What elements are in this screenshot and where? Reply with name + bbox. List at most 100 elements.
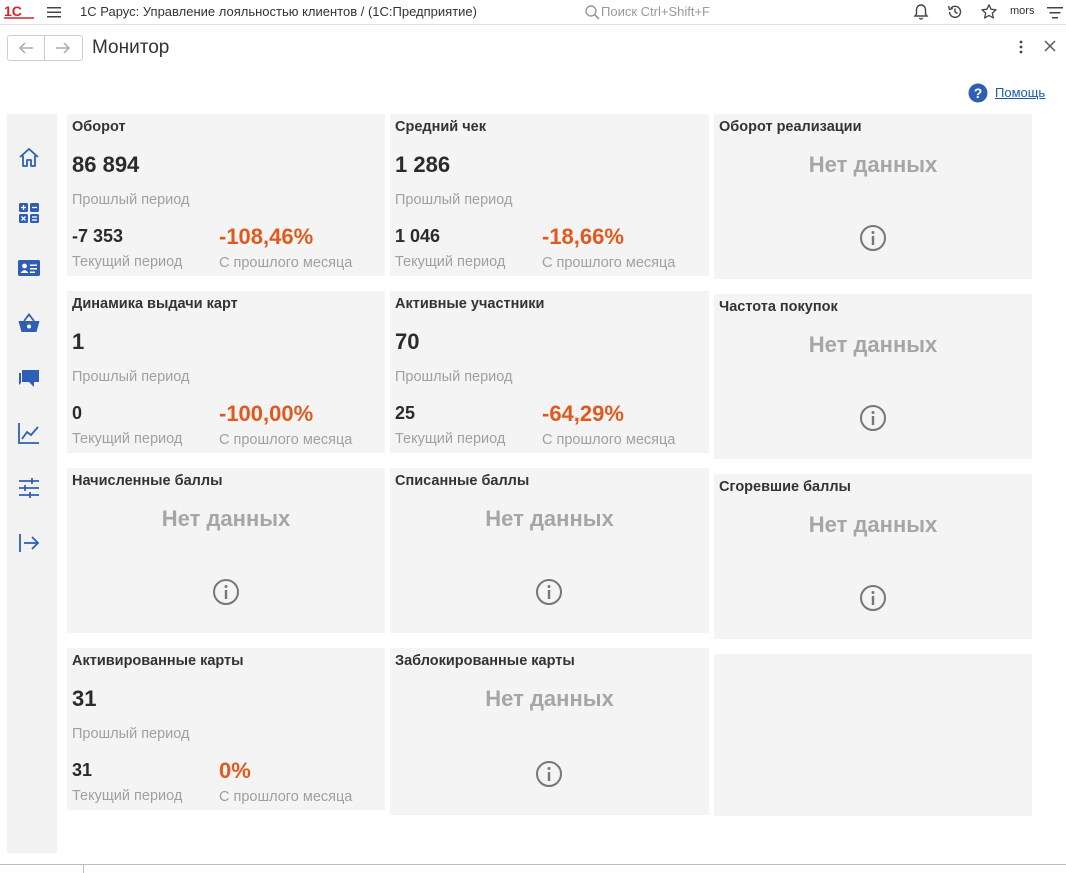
history-icon[interactable] [946, 3, 964, 21]
current-period-label: Текущий период [72, 788, 183, 804]
back-button[interactable] [8, 36, 45, 60]
star-favorites-icon[interactable] [980, 3, 998, 21]
tile-title: Средний чек [395, 119, 486, 135]
tile-expired-points[interactable]: Сгоревшие баллы Нет данных [714, 474, 1032, 639]
app-title: 1С Рарус: Управление лояльностью клиенто… [80, 4, 477, 19]
global-search[interactable] [584, 2, 784, 20]
tile-title: Активированные карты [72, 653, 244, 669]
no-data-label: Нет данных [808, 512, 938, 537]
previous-period-label: Прошлый период [72, 369, 190, 385]
tile-title: Начисленные баллы [72, 473, 223, 489]
arrow-right-icon [56, 42, 71, 54]
change-percent: -100,00% [219, 401, 314, 426]
previous-period-label: Прошлый период [395, 369, 513, 385]
change-percent: -64,29% [542, 401, 624, 426]
change-label: С прошлого месяца [219, 255, 353, 271]
search-icon [585, 5, 600, 20]
current-period-value: 25 [395, 403, 416, 423]
tile-title: Динамика выдачи карт [72, 296, 238, 312]
previous-period-label: Прошлый период [72, 192, 190, 208]
change-percent: -18,66% [542, 224, 624, 249]
tile-title: Сгоревшие баллы [719, 479, 851, 495]
bell-icon[interactable] [912, 3, 930, 21]
current-period-label: Текущий период [395, 254, 506, 270]
change-label: С прошлого месяца [542, 255, 676, 271]
tile-title: Оборот [72, 119, 126, 135]
tile-activated-cards[interactable]: Активированные карты 31 Прошлый период 3… [67, 648, 385, 810]
tile-sales-turnover[interactable]: Оборот реализации Нет данных [714, 114, 1032, 279]
tile-title: Списанные баллы [395, 473, 530, 489]
tile-active-members[interactable]: Активные участники 70 Прошлый период 25 … [390, 291, 709, 453]
info-icon[interactable] [535, 760, 563, 788]
tile-written-off-points[interactable]: Списанные баллы Нет данных [390, 468, 709, 633]
more-vertical-icon[interactable] [1013, 38, 1029, 56]
info-icon[interactable] [859, 404, 887, 432]
previous-period-label: Прошлый период [72, 726, 190, 742]
change-percent: -108,46% [219, 224, 314, 249]
previous-period-value: 1 286 [395, 152, 451, 177]
help-question-icon[interactable]: ? [968, 83, 988, 103]
current-period-label: Текущий период [395, 431, 506, 447]
search-input[interactable] [601, 2, 781, 20]
navigation-buttons [7, 35, 83, 61]
sidebar [7, 114, 57, 853]
current-period-value: 0 [72, 403, 83, 423]
apps-calculator-icon[interactable] [17, 201, 41, 225]
change-label: С прошлого месяца [219, 432, 353, 448]
info-icon[interactable] [212, 578, 240, 606]
current-period-value: 1 046 [395, 226, 441, 246]
close-icon[interactable] [1043, 39, 1057, 53]
previous-period-value: 86 894 [72, 152, 140, 177]
tile-empty [714, 654, 1032, 816]
tile-accrued-points[interactable]: Начисленные баллы Нет данных [67, 468, 385, 633]
contact-card-icon[interactable] [17, 256, 41, 280]
hamburger-menu-icon[interactable] [46, 4, 62, 20]
tile-title: Частота покупок [719, 299, 838, 315]
change-label: С прошлого месяца [542, 432, 676, 448]
info-icon[interactable] [859, 584, 887, 612]
current-period-label: Текущий период [72, 431, 183, 447]
no-data-label: Нет данных [808, 332, 938, 357]
help-link[interactable]: Помощь [995, 85, 1046, 100]
svg-text:?: ? [974, 85, 983, 101]
tile-title: Заблокированные карты [395, 653, 575, 669]
status-bar-divider [0, 864, 1066, 865]
previous-period-value: 1 [72, 329, 85, 354]
tile-card-issuance[interactable]: Динамика выдачи карт 1 Прошлый период 0 … [67, 291, 385, 453]
arrow-left-icon [18, 42, 33, 54]
page-title: Монитор [92, 37, 170, 58]
previous-period-value: 70 [395, 329, 420, 354]
previous-period-label: Прошлый период [395, 192, 513, 208]
info-icon[interactable] [535, 578, 563, 606]
current-period-value: 31 [72, 760, 93, 780]
home-icon[interactable] [17, 146, 41, 170]
forward-button[interactable] [45, 36, 81, 60]
change-label: С прошлого месяца [219, 789, 353, 805]
previous-period-value: 31 [72, 686, 97, 711]
tile-average-check[interactable]: Средний чек 1 286 Прошлый период 1 046 Т… [390, 114, 709, 276]
tile-turnover[interactable]: Оборот 86 894 Прошлый период -7 353 Теку… [67, 114, 385, 276]
username[interactable]: mors [1010, 5, 1035, 17]
sliders-icon[interactable] [17, 476, 41, 500]
exit-icon[interactable] [17, 531, 41, 555]
chat-icon[interactable] [17, 366, 41, 390]
status-bar-separator [83, 865, 84, 873]
change-percent: 0% [219, 758, 251, 783]
settings-lines-icon[interactable] [1046, 4, 1064, 22]
tile-blocked-cards[interactable]: Заблокированные карты Нет данных [390, 648, 709, 815]
svg-text:1С: 1С [4, 3, 22, 19]
basket-icon[interactable] [17, 311, 41, 335]
logo-1c-icon[interactable]: 1С [4, 3, 34, 19]
tile-purchase-frequency[interactable]: Частота покупок Нет данных [714, 294, 1032, 459]
no-data-label: Нет данных [485, 506, 614, 531]
tile-title: Активные участники [395, 296, 545, 312]
tile-title: Оборот реализации [719, 119, 862, 135]
current-period-label: Текущий период [72, 254, 183, 270]
no-data-label: Нет данных [485, 686, 614, 711]
info-icon[interactable] [859, 224, 887, 252]
no-data-label: Нет данных [161, 506, 291, 531]
no-data-label: Нет данных [808, 152, 938, 177]
chart-icon[interactable] [17, 421, 41, 445]
current-period-value: -7 353 [72, 226, 124, 246]
top-bar: 1С 1С Рарус: Управление лояльностью клие… [0, 0, 1066, 25]
